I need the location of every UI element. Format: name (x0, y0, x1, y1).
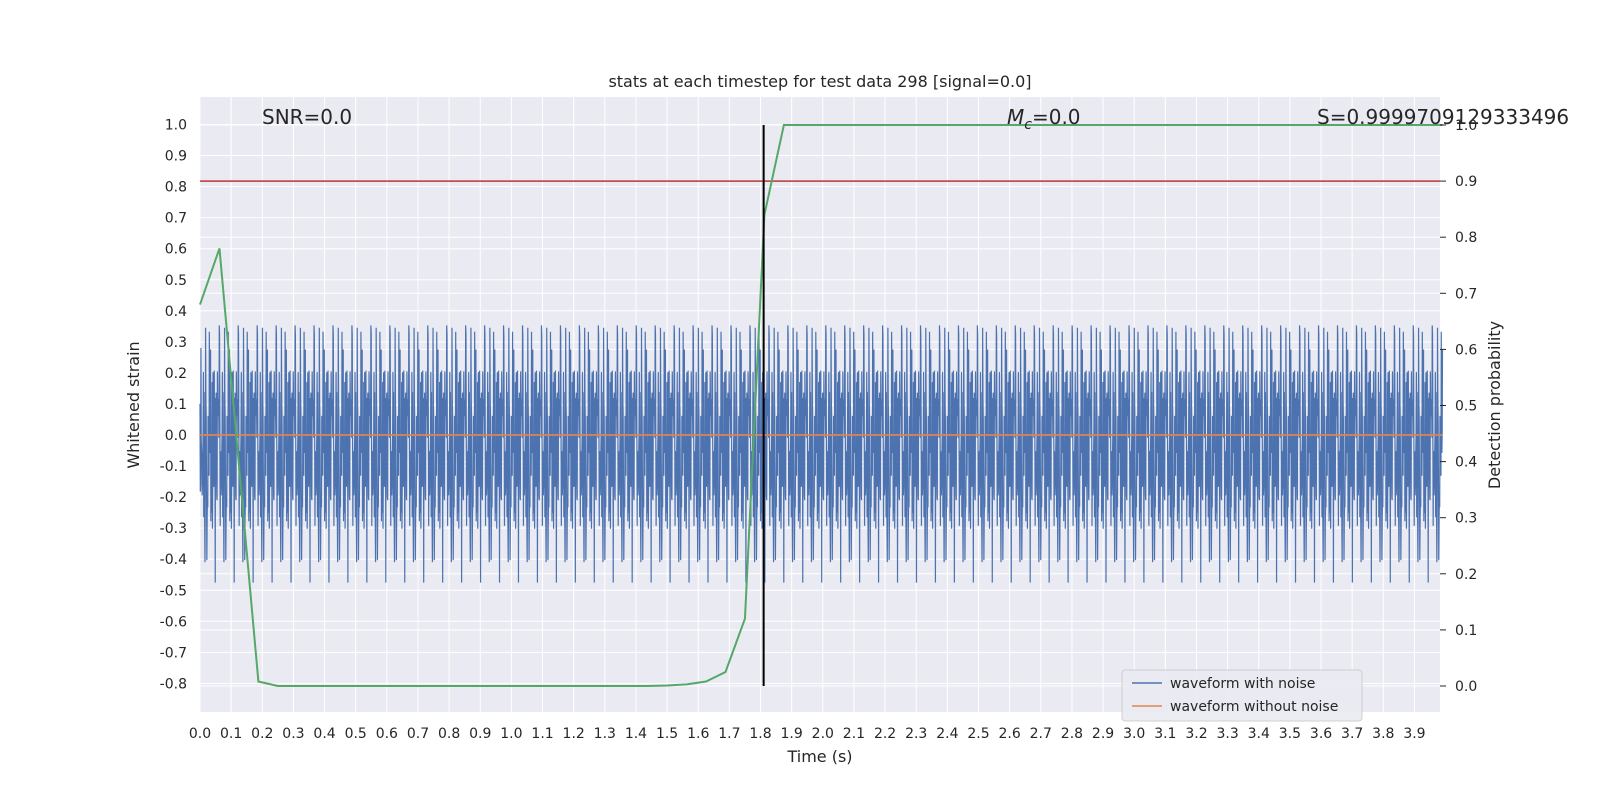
legend-box (1121, 669, 1363, 722)
y-tick-label-right: 0.4 (1455, 455, 1477, 471)
x-tick-label: 3.8 (1372, 726, 1394, 742)
x-tick-label: 0.4 (313, 726, 335, 742)
x-tick-label: 3.2 (1185, 726, 1207, 742)
y-axis-label-right: Detection probability (1485, 321, 1504, 489)
x-tick-label: 1.3 (594, 726, 616, 742)
x-tick-label: 1.1 (531, 726, 553, 742)
y-tick-label-right: 0.8 (1455, 230, 1477, 246)
y-tick-label-left: -0.3 (160, 521, 187, 537)
y-tick-label-right: 0.7 (1455, 286, 1477, 302)
y-tick-label-left: -0.7 (160, 645, 187, 661)
y-tick-label-right: 0.3 (1455, 511, 1477, 527)
x-tick-label: 2.6 (999, 726, 1021, 742)
x-tick-label: 0.7 (407, 726, 429, 742)
x-tick-label: 1.5 (656, 726, 678, 742)
x-tick-label: 1.2 (563, 726, 585, 742)
x-tick-label: 3.6 (1310, 726, 1332, 742)
y-tick-label-left: -0.8 (160, 676, 187, 692)
x-tick-label: 0.2 (251, 726, 273, 742)
y-axis-label-left: Whitened strain (124, 341, 143, 468)
y-tick-label-right: 0.5 (1455, 399, 1477, 415)
x-tick-label: 0.8 (438, 726, 460, 742)
x-tick-label: 1.9 (781, 726, 803, 742)
y-tick-label-right: 1.0 (1455, 118, 1477, 134)
y-tick-label-left: -0.6 (160, 614, 187, 630)
x-tick-label: 0.6 (376, 726, 398, 742)
y-tick-label-left: 0.4 (165, 304, 187, 320)
legend: waveform with noise waveform without noi… (1121, 669, 1363, 722)
x-tick-label: 1.8 (749, 726, 771, 742)
x-tick-label: 3.1 (1154, 726, 1176, 742)
y-tick-label-right: 0.9 (1455, 174, 1477, 190)
x-tick-label: 3.5 (1279, 726, 1301, 742)
y-tick-label-left: 1.0 (165, 118, 187, 134)
y-tick-label-left: 0.2 (165, 366, 187, 382)
x-axis-label: Time (s) (786, 747, 852, 766)
x-tick-label: 3.9 (1403, 726, 1425, 742)
x-tick-label: 3.7 (1341, 726, 1363, 742)
x-tick-label: 0.3 (282, 726, 304, 742)
chart-title: stats at each timestep for test data 298… (608, 72, 1031, 91)
y-tick-label-left: 0.9 (165, 149, 187, 165)
mc-subscript: c (1024, 117, 1032, 133)
x-tick-label: 1.6 (687, 726, 709, 742)
x-tick-label: 1.4 (625, 726, 647, 742)
mc-symbol: M (1007, 105, 1024, 129)
y-tick-label-left: 0.7 (165, 211, 187, 227)
x-tick-label: 2.4 (936, 726, 958, 742)
y-tick-label-left: 0.3 (165, 335, 187, 351)
y-tick-label-right: 0.2 (1455, 567, 1477, 583)
y-tick-label-left: -0.5 (160, 583, 187, 599)
x-tick-label: 2.0 (812, 726, 834, 742)
x-tick-label: 2.9 (1092, 726, 1114, 742)
waveform-with-noise-line (199, 325, 1444, 583)
x-tick-label: 0.5 (345, 726, 367, 742)
detection-probability-line (199, 124, 1443, 687)
x-tick-label: 3.3 (1216, 726, 1238, 742)
y-tick-label-right: 0.1 (1455, 623, 1477, 639)
y-tick-label-left: -0.4 (160, 552, 187, 568)
x-tick-label: 2.1 (843, 726, 865, 742)
x-tick-label: 2.2 (874, 726, 896, 742)
x-tick-label: 1.0 (500, 726, 522, 742)
x-tick-label: 2.7 (1030, 726, 1052, 742)
ticks: 0.0 0.1 0.2 0.3 0.4 0.5 0.6 0.7 0.8 0.9 1.0 1.1 1.2 1… (160, 118, 1478, 743)
x-tick-label: 3.0 (1123, 726, 1145, 742)
waveform-with-noise-series (199, 325, 1444, 583)
x-tick-label: 2.8 (1061, 726, 1083, 742)
x-tick-label: 1.7 (718, 726, 740, 742)
legend-label-clean: waveform without noise (1170, 699, 1338, 715)
lines (199, 124, 1443, 687)
y-tick-label-left: 0.0 (165, 428, 187, 444)
x-tick-label: 2.3 (905, 726, 927, 742)
mc-annotation: Mc=0.0 (1007, 105, 1081, 133)
y-tick-label-left: -0.1 (160, 459, 187, 475)
y-tick-label-left: 0.1 (165, 397, 187, 413)
legend-label-noise: waveform with noise (1170, 676, 1315, 692)
s-annotation: S=0.9999709129333496 (1317, 105, 1569, 129)
y-tick-label-left: 0.8 (165, 180, 187, 196)
y-tick-label-left: 0.5 (165, 273, 187, 289)
y-tick-label-right: 0.0 (1455, 679, 1477, 695)
y-tick-label-right: 0.6 (1455, 342, 1477, 358)
y-tick-label-left: 0.6 (165, 242, 187, 258)
x-tick-label: 2.5 (967, 726, 989, 742)
snr-annotation: SNR=0.0 (262, 105, 352, 129)
x-tick-label: 3.4 (1248, 726, 1270, 742)
mc-value: =0.0 (1032, 105, 1081, 129)
x-tick-label: 0.1 (220, 726, 242, 742)
x-tick-label: 0.9 (469, 726, 491, 742)
x-tick-label: 0.0 (189, 726, 211, 742)
y-tick-label-left: -0.2 (160, 490, 187, 506)
